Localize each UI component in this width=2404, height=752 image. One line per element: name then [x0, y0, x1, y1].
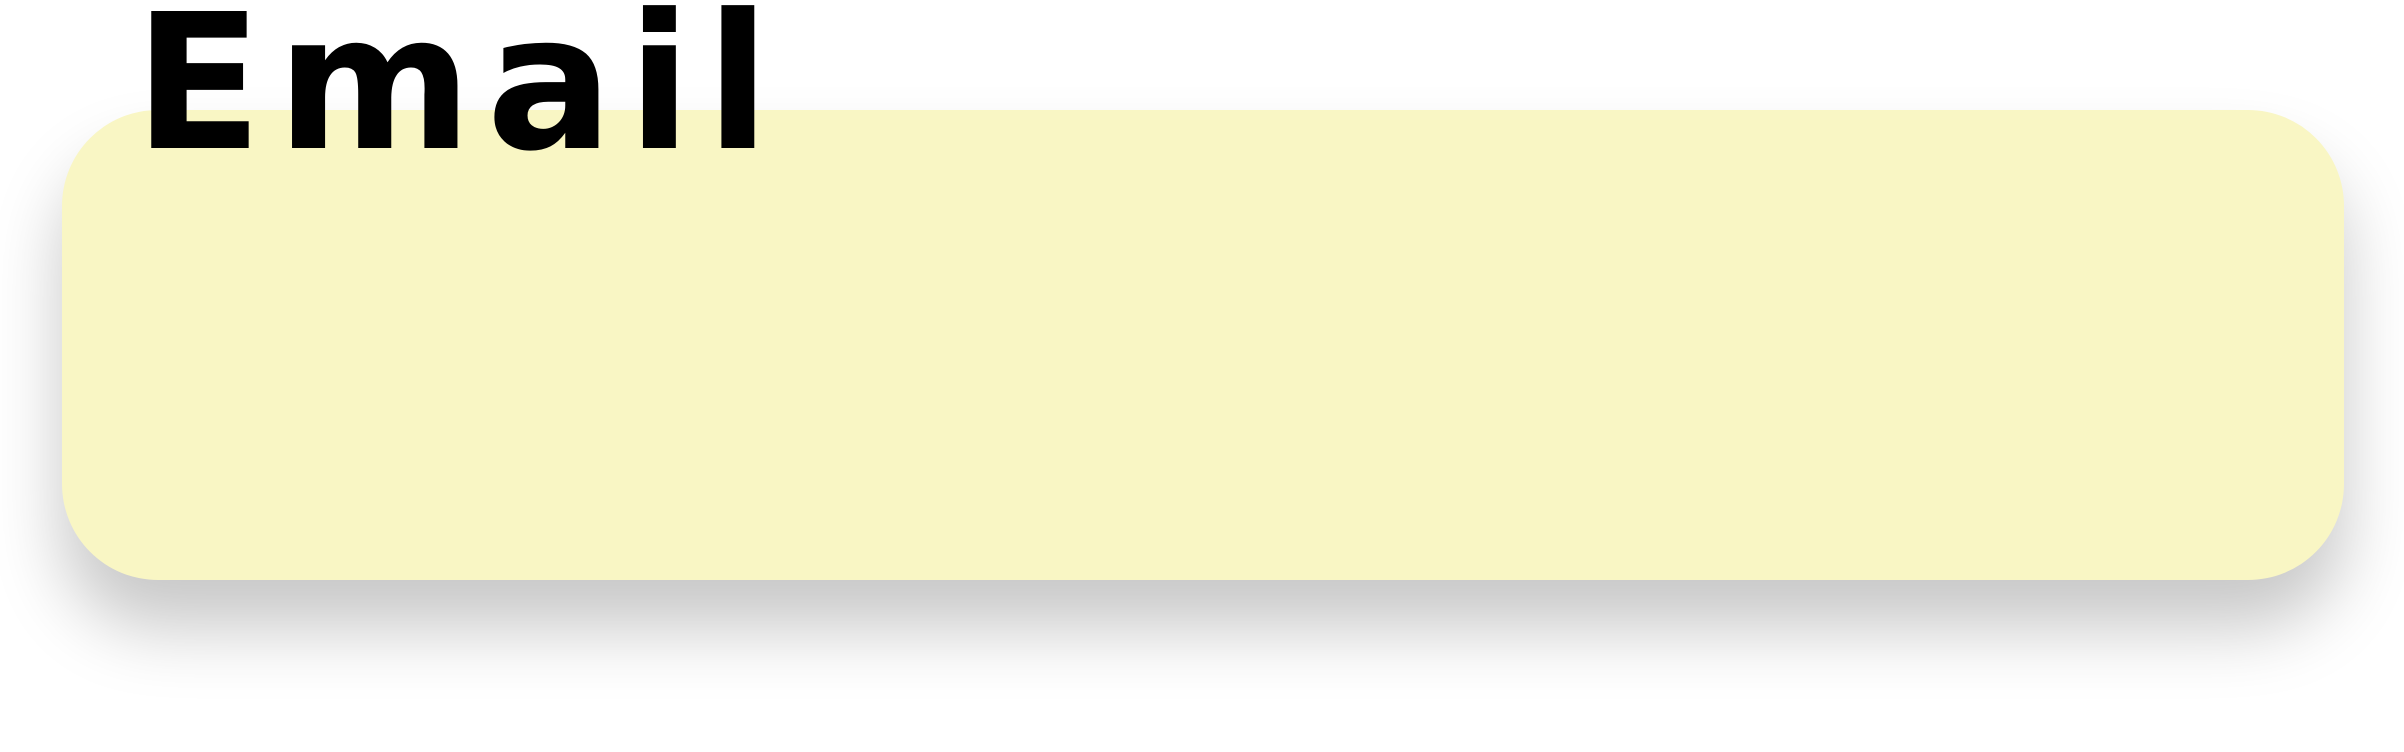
email-label: Email [134, 0, 785, 193]
email-input-container[interactable] [62, 110, 2344, 580]
email-field[interactable] [138, 240, 2268, 450]
